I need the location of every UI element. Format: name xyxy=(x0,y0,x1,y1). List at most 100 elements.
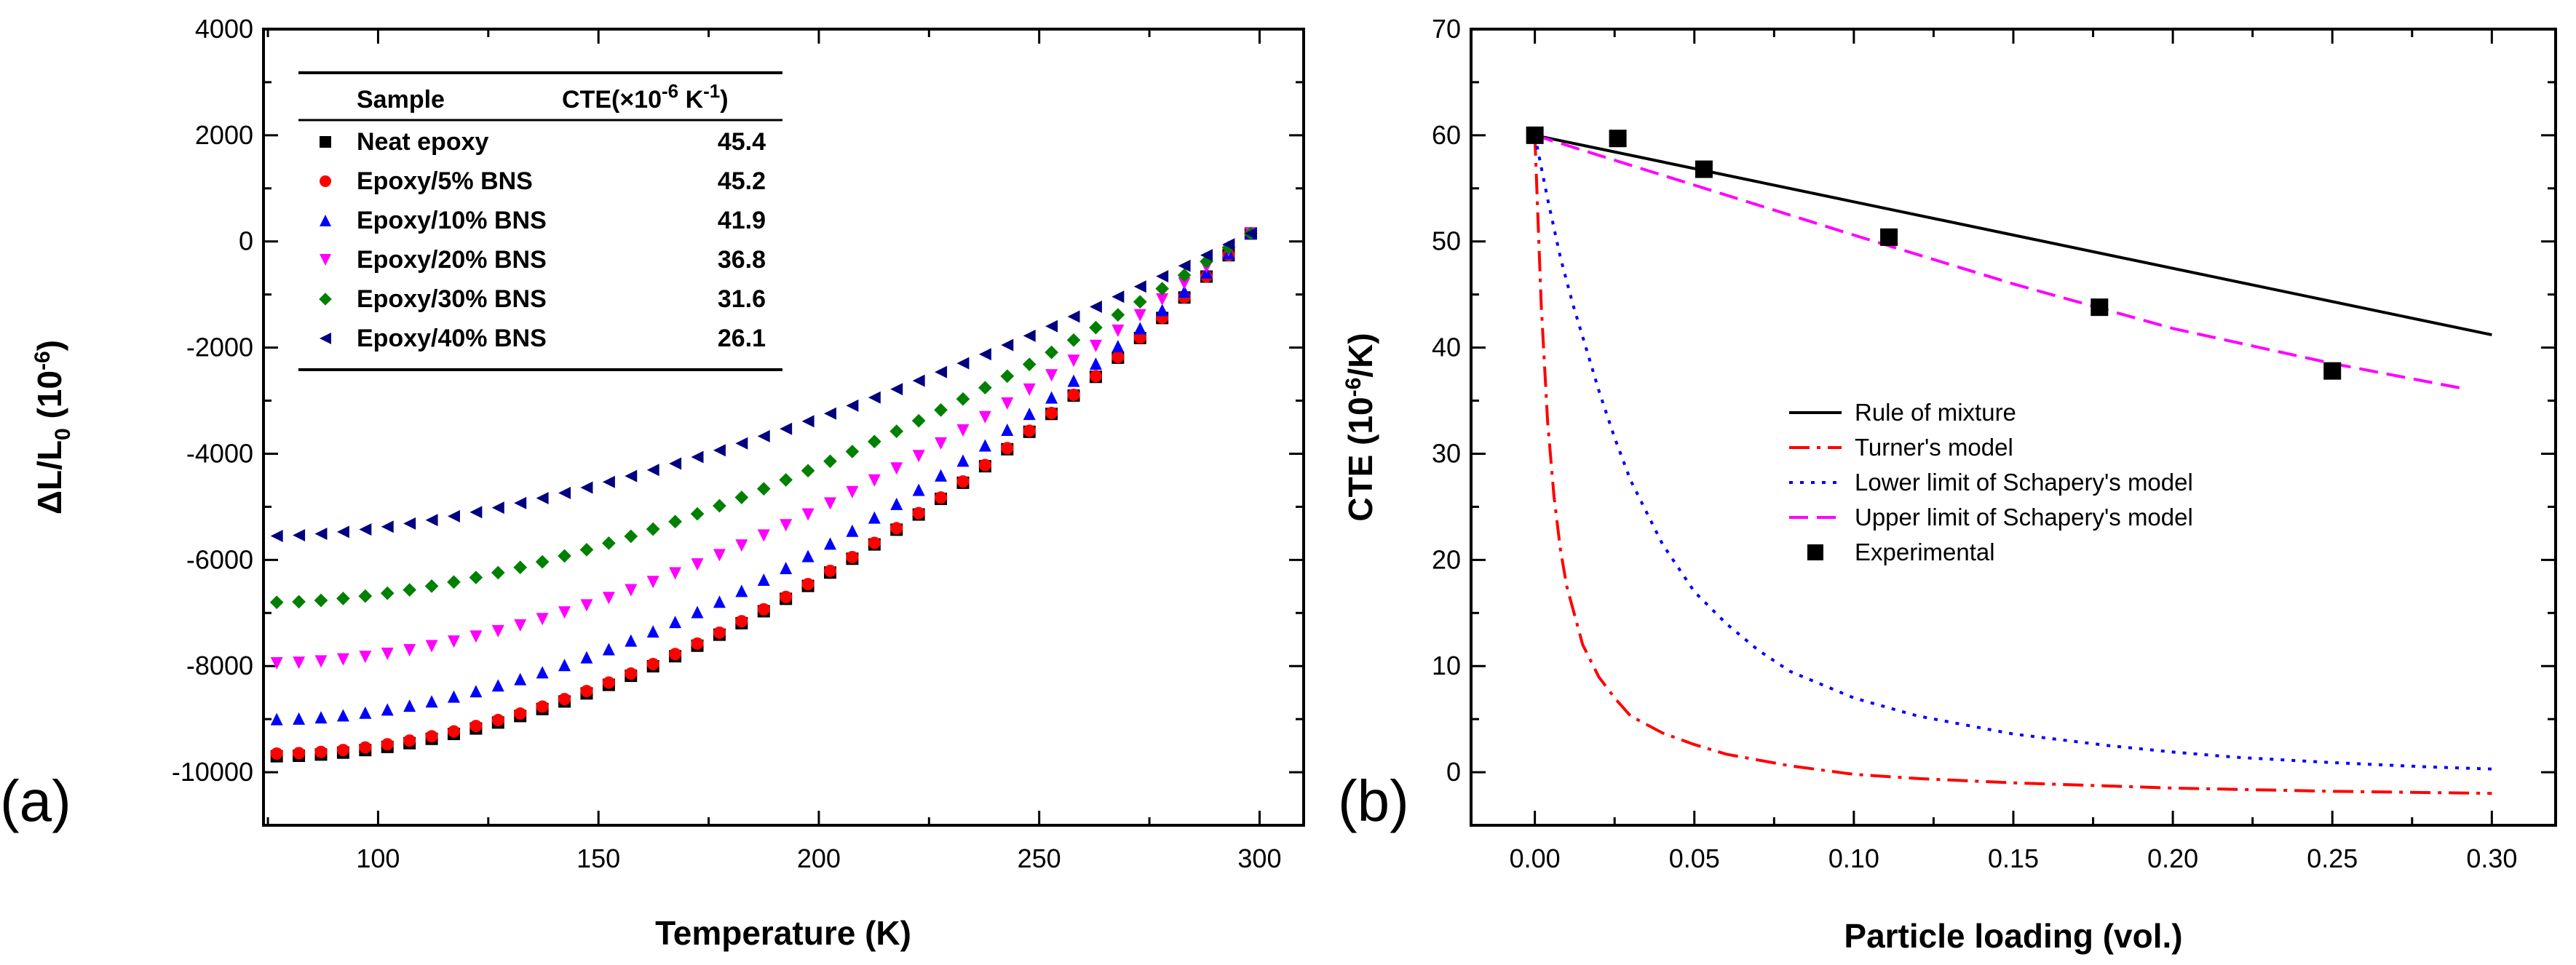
data-point xyxy=(669,567,682,580)
data-point xyxy=(580,651,593,664)
data-point xyxy=(1133,280,1146,293)
x-tick-label: 0.05 xyxy=(1669,843,1720,873)
data-point xyxy=(823,564,836,577)
data-point xyxy=(646,625,659,638)
data-point xyxy=(912,507,925,520)
data-point xyxy=(336,709,349,722)
legend-header-cte-prefix: CTE(×10 xyxy=(562,86,662,114)
y-tick-label: -10000 xyxy=(172,757,253,787)
data-point xyxy=(823,497,836,510)
data-point xyxy=(580,685,593,698)
data-point xyxy=(646,522,660,536)
data-point xyxy=(1067,310,1080,323)
data-point xyxy=(912,374,925,387)
data-point xyxy=(669,457,682,470)
series-line-Upper limit of Schapery's model xyxy=(1534,133,2460,389)
panel-b: 0.00 0.05 0.10 0.15 0.20 0.25 0.30 0 10 20 30 40 50 6… xyxy=(1338,14,2557,955)
data-point xyxy=(1089,300,1102,313)
data-point xyxy=(868,391,881,404)
legend-cte-value: 45.4 xyxy=(718,128,766,156)
data-point xyxy=(713,626,726,639)
data-point xyxy=(580,481,593,494)
data-point xyxy=(425,730,438,743)
data-point xyxy=(381,647,394,660)
data-point xyxy=(536,613,549,626)
data-point xyxy=(558,606,571,619)
data-point xyxy=(602,475,615,488)
panel-a-ticks: 100 150 200 250 300 -10000 -8000 -6000 -4000 -200… xyxy=(172,14,1304,873)
data-point xyxy=(535,555,550,569)
data-point xyxy=(713,499,726,513)
data-point xyxy=(1609,130,1627,148)
legend-entry: Lower limit of Schapery's model xyxy=(1789,469,2193,496)
panel-a-y-label-close: ) xyxy=(31,340,68,351)
series-Epoxy/40% BNS xyxy=(270,227,1257,543)
data-point xyxy=(1001,424,1014,437)
data-point xyxy=(1178,285,1191,298)
data-point xyxy=(403,734,416,747)
data-point xyxy=(1022,357,1037,372)
data-point xyxy=(846,524,859,537)
data-point xyxy=(756,482,771,496)
legend-table-rows: Neat epoxy 45.4 Epoxy/5% BNS 45.2 Epoxy/10% … xyxy=(319,128,766,352)
legend-header-sample: Sample xyxy=(357,86,445,114)
legend-header-cte-close: ) xyxy=(720,86,728,114)
legend-sample-name: Neat epoxy xyxy=(357,128,488,156)
legend-header-cte-unit: K xyxy=(678,86,703,114)
legend-cte-value: 36.8 xyxy=(718,246,766,274)
legend-cte-value: 41.9 xyxy=(718,207,766,234)
legend-header-cte-exp: -6 xyxy=(662,80,678,102)
data-point xyxy=(1001,397,1014,410)
data-point xyxy=(978,458,991,472)
series-Epoxy/5% BNS xyxy=(270,227,1257,761)
data-point xyxy=(801,578,815,591)
y-tick-label: 0 xyxy=(1446,757,1461,787)
data-point xyxy=(270,747,283,761)
data-point xyxy=(1111,340,1125,353)
data-point xyxy=(403,643,416,656)
data-point xyxy=(314,528,328,541)
data-point xyxy=(336,525,349,539)
data-point xyxy=(359,706,372,719)
data-point xyxy=(691,637,704,650)
data-point xyxy=(1155,282,1170,295)
data-point xyxy=(669,616,682,629)
legend-cte-value: 26.1 xyxy=(718,325,766,352)
data-point xyxy=(1133,295,1147,309)
data-point xyxy=(823,454,837,469)
legend-marker xyxy=(320,215,331,226)
data-point xyxy=(513,560,528,575)
x-tick-label: 0.20 xyxy=(2147,843,2198,873)
data-point xyxy=(469,506,483,519)
y-tick-label: 30 xyxy=(1432,438,1461,468)
data-point xyxy=(801,415,815,428)
data-point xyxy=(293,656,306,670)
data-point xyxy=(514,707,527,720)
data-point xyxy=(270,657,283,670)
data-point xyxy=(269,595,284,610)
panel-a-y-label-unit: (10 xyxy=(31,370,68,428)
data-point xyxy=(890,462,903,475)
data-point xyxy=(757,529,770,542)
data-point xyxy=(1067,354,1080,368)
data-point xyxy=(1023,383,1036,396)
data-point xyxy=(447,690,460,703)
data-point xyxy=(889,424,904,438)
data-point xyxy=(890,522,903,535)
data-point xyxy=(935,469,948,482)
data-point xyxy=(846,550,859,563)
data-point xyxy=(1111,308,1125,322)
data-point xyxy=(558,693,571,706)
data-point xyxy=(956,357,970,370)
data-point xyxy=(734,491,749,504)
panel-a-series xyxy=(269,226,1258,763)
x-tick-label: 300 xyxy=(1237,843,1281,873)
panel-a-y-label: ΔL/L0 (10-6) xyxy=(31,340,75,515)
legend-marker xyxy=(319,293,332,306)
data-point xyxy=(912,450,925,463)
data-point xyxy=(380,586,395,600)
data-point xyxy=(780,562,793,575)
x-tick-label: 0.10 xyxy=(1828,843,1879,873)
data-point xyxy=(668,515,682,529)
data-point xyxy=(780,590,793,603)
